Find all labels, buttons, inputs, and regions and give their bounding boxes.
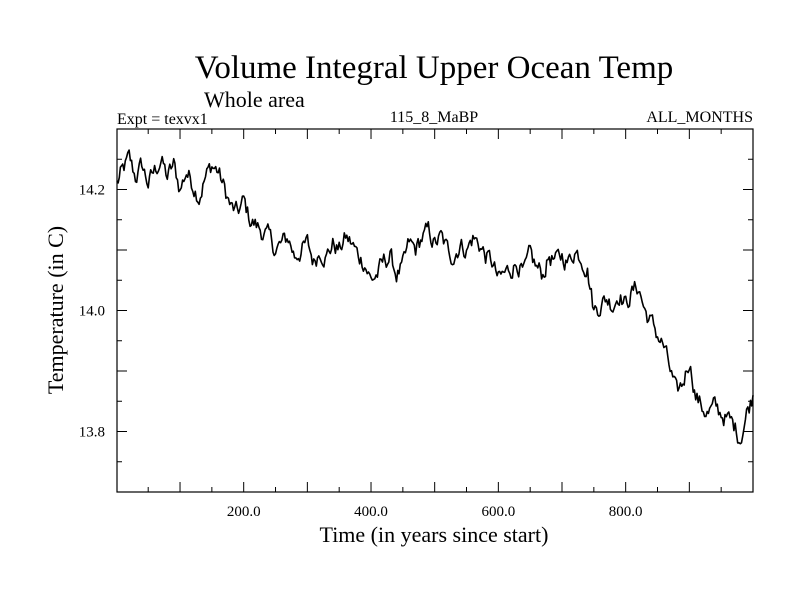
plot-frame xyxy=(116,128,754,493)
experiment-label: Expt = texvx1 xyxy=(117,111,208,128)
x-tick-label: 200.0 xyxy=(227,504,261,520)
x-axis-label: Time (in years since start) xyxy=(320,522,549,547)
chart-title: Volume Integral Upper Ocean Temp xyxy=(195,50,673,86)
y-tick-label: 13.8 xyxy=(79,425,105,441)
x-tick-label: 800.0 xyxy=(609,504,643,520)
months-label: ALL_MONTHS xyxy=(646,109,753,126)
y-axis-label: Temperature (in C) xyxy=(43,226,68,394)
period-label: 115_8_MaBP xyxy=(390,109,478,126)
series-line-temperature xyxy=(116,149,754,445)
x-tick-label: 400.0 xyxy=(354,504,388,520)
axis-ticks xyxy=(117,129,753,492)
axis-tick-labels: 200.0 400.0 600.0 800.0 13.8 14.0 14.2 xyxy=(79,183,643,521)
y-tick-label: 14.2 xyxy=(79,183,105,199)
y-tick-label: 14.0 xyxy=(79,304,105,320)
x-tick-label: 600.0 xyxy=(481,504,515,520)
chart-subtitle: Whole area xyxy=(204,87,305,112)
